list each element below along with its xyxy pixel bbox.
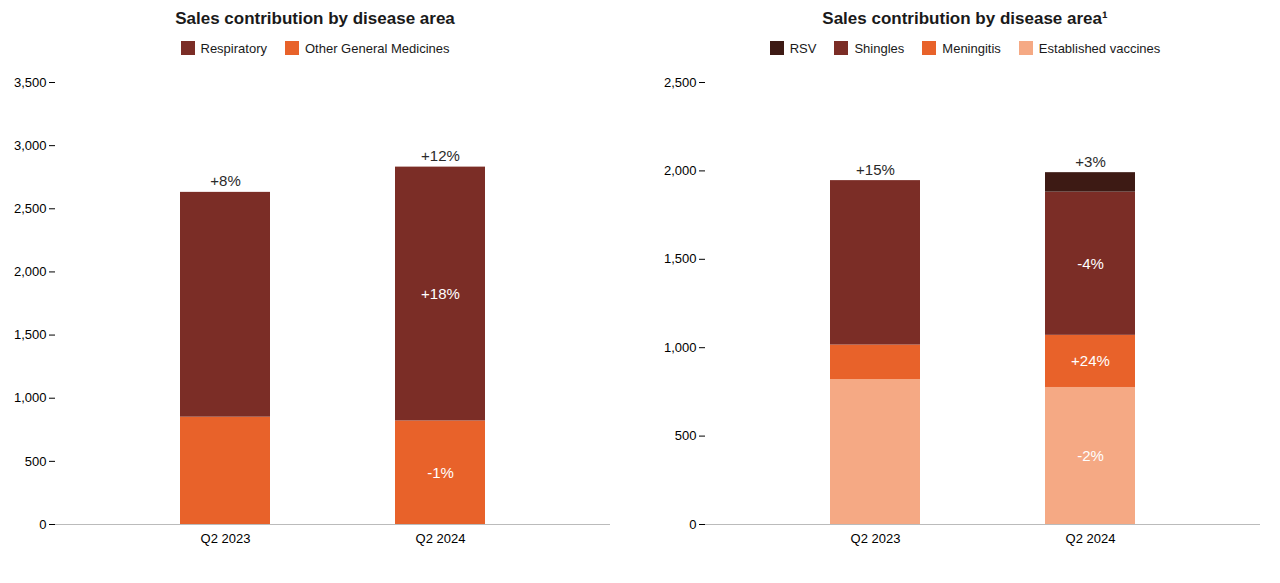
svg-text:+3%: +3% — [1075, 153, 1105, 170]
svg-text:+18%: +18% — [421, 285, 460, 302]
html-text:RSV: RSV — [789, 40, 817, 56]
svg-text:1,500: 1,500 — [14, 327, 47, 342]
html-text:Shingles: Shingles — [854, 40, 905, 56]
svg-text:Q2 2023: Q2 2023 — [851, 531, 901, 546]
svg-text:+15%: +15% — [856, 161, 895, 178]
html-text:Other General Medicines: Other General Medicines — [305, 40, 450, 56]
svg-text:0: 0 — [39, 517, 46, 532]
html-text:Sales contribution by disease: Sales contribution by disease area — [175, 9, 455, 28]
svg-text:500: 500 — [675, 428, 697, 443]
svg-text:1,000: 1,000 — [14, 390, 47, 405]
svg-text:-2%: -2% — [1077, 447, 1104, 464]
html-text:Sales contribution by disease: Sales contribution by disease area¹ — [822, 9, 1108, 28]
svg-text:-4%: -4% — [1077, 255, 1104, 272]
svg-text:Q2 2024: Q2 2024 — [1066, 531, 1116, 546]
svg-text:0: 0 — [689, 517, 696, 532]
svg-text:+12%: +12% — [421, 147, 460, 164]
svg-text:Q2 2024: Q2 2024 — [416, 531, 466, 546]
svg-text:1,500: 1,500 — [664, 251, 697, 266]
svg-text:+8%: +8% — [210, 172, 240, 189]
svg-text:2,000: 2,000 — [14, 264, 47, 279]
svg-text:+24%: +24% — [1071, 352, 1110, 369]
svg-text:500: 500 — [25, 454, 47, 469]
html-text:Respiratory: Respiratory — [200, 40, 267, 56]
html-text:Established vaccines: Established vaccines — [1038, 40, 1161, 56]
svg-text:-1%: -1% — [427, 464, 454, 481]
svg-text:3,000: 3,000 — [14, 138, 47, 153]
svg-text:Q2 2023: Q2 2023 — [201, 531, 251, 546]
svg-text:1,000: 1,000 — [664, 340, 697, 355]
svg-text:3,500: 3,500 — [14, 75, 47, 90]
svg-text:2,000: 2,000 — [664, 163, 697, 178]
html-text:Meningitis: Meningitis — [942, 40, 1001, 56]
svg-text:2,500: 2,500 — [14, 201, 47, 216]
svg-text:2,500: 2,500 — [664, 75, 697, 90]
